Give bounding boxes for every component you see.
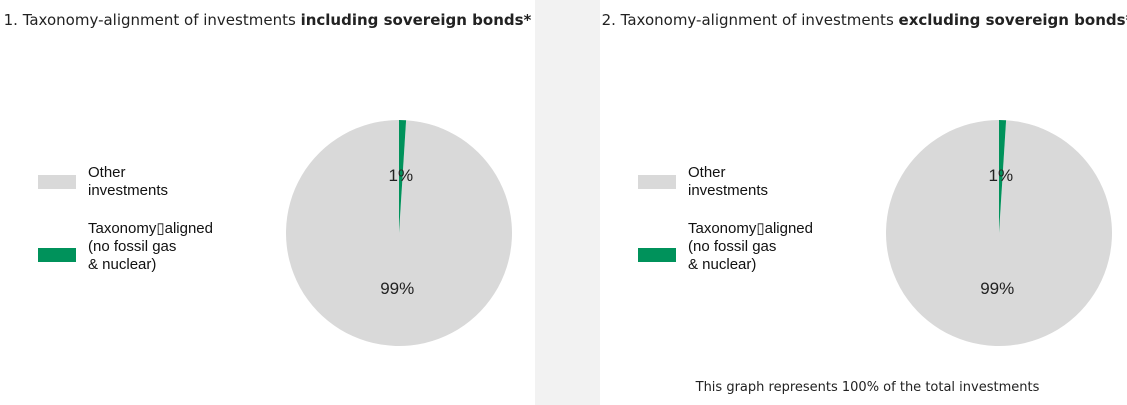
pie-chart: 99% 1%: [286, 120, 513, 346]
legend-label: Taxonomy▯aligned (no fossil gas & nuclea…: [688, 220, 813, 273]
data-label: 99%: [380, 279, 414, 298]
legend: Other investments Taxonomy▯aligned (no fo…: [38, 164, 213, 274]
data-label: 1%: [988, 166, 1013, 185]
legend-swatch: [38, 175, 76, 189]
legend-swatch: [638, 248, 676, 262]
data-label: 1%: [388, 166, 413, 185]
title-emphasis: excluding sovereign bonds*: [898, 11, 1127, 29]
pie-slice: [399, 120, 407, 233]
chart-title: 2. Taxonomy-alignment of investments exc…: [600, 8, 1127, 33]
data-label: 99%: [980, 279, 1014, 298]
pie-chart: 99% 1%: [886, 120, 1112, 346]
pie-slice: [999, 120, 1007, 233]
legend-label: Other investments: [688, 164, 769, 199]
legend-label: Other investments: [88, 164, 169, 199]
pie-slice: [286, 120, 513, 346]
legend-swatch: [638, 175, 676, 189]
title-emphasis: including sovereign bonds*: [300, 11, 532, 29]
chart-panel: 1. Taxonomy-alignment of investments inc…: [0, 0, 535, 405]
legend-item: Other investments: [38, 164, 178, 200]
title-text: 2. Taxonomy-alignment of investments: [601, 11, 894, 29]
legend-item: Taxonomy▯aligned (no fossil gas & nuclea…: [38, 220, 213, 274]
footnote: This graph represents 100% of the total …: [695, 380, 1040, 395]
legend-item: Taxonomy▯aligned (no fossil gas & nuclea…: [638, 220, 813, 274]
legend-swatch: [38, 248, 76, 262]
legend: Other investments Taxonomy▯aligned (no fo…: [638, 164, 813, 274]
legend-item: Other investments: [638, 164, 778, 200]
legend-label: Taxonomy▯aligned (no fossil gas & nuclea…: [88, 220, 213, 273]
title-text: 1. Taxonomy-alignment of investments: [3, 11, 296, 29]
chart-panel: 2. Taxonomy-alignment of investments exc…: [600, 0, 1127, 405]
chart-title: 1. Taxonomy-alignment of investments inc…: [0, 8, 535, 33]
